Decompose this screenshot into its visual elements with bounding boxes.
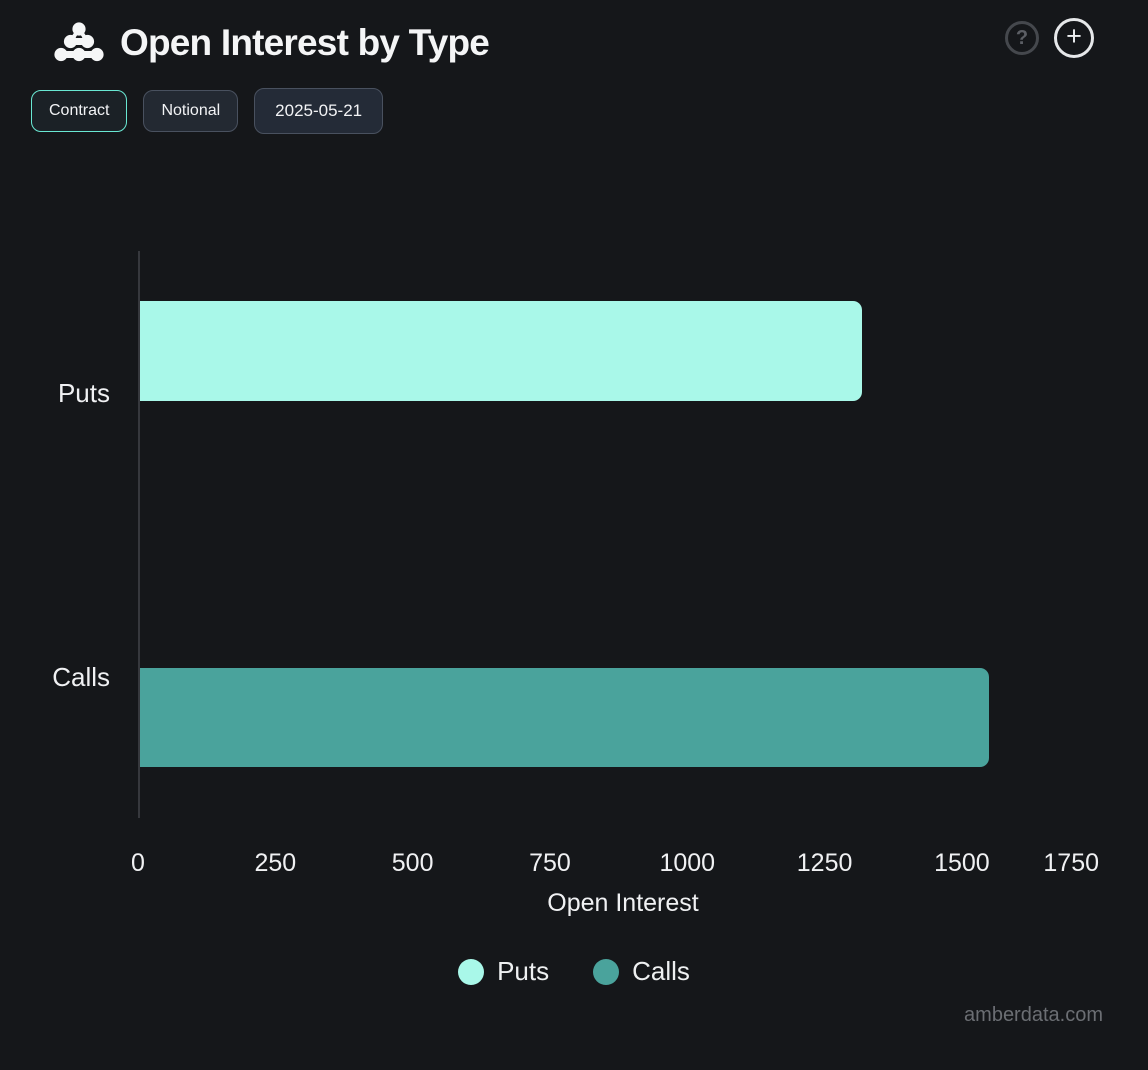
toolbar-button-notional[interactable]: Notional xyxy=(143,90,239,132)
legend-label-puts: Puts xyxy=(497,956,550,986)
y-axis-label-calls: Calls xyxy=(52,662,110,692)
legend-dot-puts xyxy=(458,958,485,985)
x-tick-label-250: 250 xyxy=(254,849,297,877)
toolbar-button-2025-05-21[interactable]: 2025-05-21 xyxy=(254,88,384,134)
x-tick-label-1000: 1000 xyxy=(659,849,716,877)
y-axis-line xyxy=(138,251,140,818)
x-tick-label-1750: 1750 xyxy=(1043,849,1100,877)
x-tick-label-1500: 1500 xyxy=(934,849,990,877)
x-tick-label-500: 500 xyxy=(391,849,434,877)
question-mark-icon: ? xyxy=(1015,26,1029,49)
help-button[interactable]: ? xyxy=(1005,21,1039,55)
toolbar: Contract Notional 2025-05-21 xyxy=(31,88,384,134)
watermark: amberdata.com xyxy=(964,1004,1103,1026)
add-button[interactable]: + xyxy=(1054,18,1094,58)
bar-calls[interactable] xyxy=(140,668,989,767)
x-tick-label-750: 750 xyxy=(529,849,571,877)
legend-item-puts[interactable]: Puts xyxy=(458,956,549,987)
legend-item-calls[interactable]: Calls xyxy=(593,956,690,987)
amberdata-logo xyxy=(54,22,104,62)
x-axis-title: Open Interest xyxy=(547,889,699,917)
legend-dot-calls xyxy=(593,958,620,985)
x-tick-label-0: 0 xyxy=(131,849,145,877)
legend: Puts Calls xyxy=(0,956,1148,987)
legend-label-calls: Calls xyxy=(632,956,690,986)
x-tick-label-1250: 1250 xyxy=(796,849,853,877)
y-axis-label-puts: Puts xyxy=(57,378,110,408)
plus-icon: + xyxy=(1066,21,1082,51)
chart-title: Open Interest by Type xyxy=(120,22,490,63)
toolbar-button-contract[interactable]: Contract xyxy=(31,90,128,132)
bar-puts[interactable] xyxy=(140,301,863,401)
